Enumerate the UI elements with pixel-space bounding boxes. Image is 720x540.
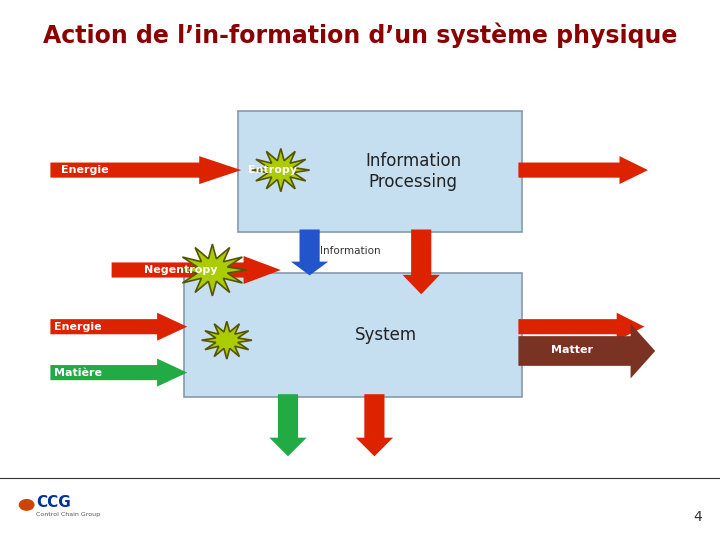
Polygon shape — [252, 148, 310, 192]
Text: Information: Information — [320, 246, 381, 256]
Text: Energie: Energie — [61, 165, 109, 175]
Polygon shape — [202, 321, 252, 359]
Text: Matter: Matter — [552, 345, 593, 355]
Text: System: System — [355, 326, 417, 344]
FancyArrow shape — [402, 230, 440, 294]
Text: Control Chain Group: Control Chain Group — [36, 512, 100, 517]
FancyBboxPatch shape — [184, 273, 522, 397]
Text: Matière: Matière — [54, 368, 102, 377]
FancyArrow shape — [269, 394, 307, 456]
Text: Energie: Energie — [54, 322, 102, 332]
Text: Entropy: Entropy — [248, 165, 297, 175]
FancyArrow shape — [50, 359, 187, 387]
FancyArrow shape — [518, 323, 655, 379]
Circle shape — [19, 499, 35, 511]
Text: 4: 4 — [693, 510, 702, 524]
Text: Information
Processing: Information Processing — [365, 152, 461, 191]
Text: CCG: CCG — [36, 495, 71, 510]
FancyArrow shape — [291, 230, 328, 275]
FancyArrow shape — [50, 313, 187, 341]
FancyArrow shape — [518, 156, 648, 184]
FancyArrow shape — [356, 394, 393, 456]
Text: Action de l’in-formation d’un système physique: Action de l’in-formation d’un système ph… — [42, 22, 678, 48]
FancyBboxPatch shape — [238, 111, 522, 232]
FancyArrow shape — [518, 313, 644, 341]
Text: Negentropy: Negentropy — [144, 265, 217, 275]
FancyArrow shape — [112, 256, 281, 284]
FancyArrow shape — [50, 156, 241, 184]
Polygon shape — [178, 244, 247, 296]
